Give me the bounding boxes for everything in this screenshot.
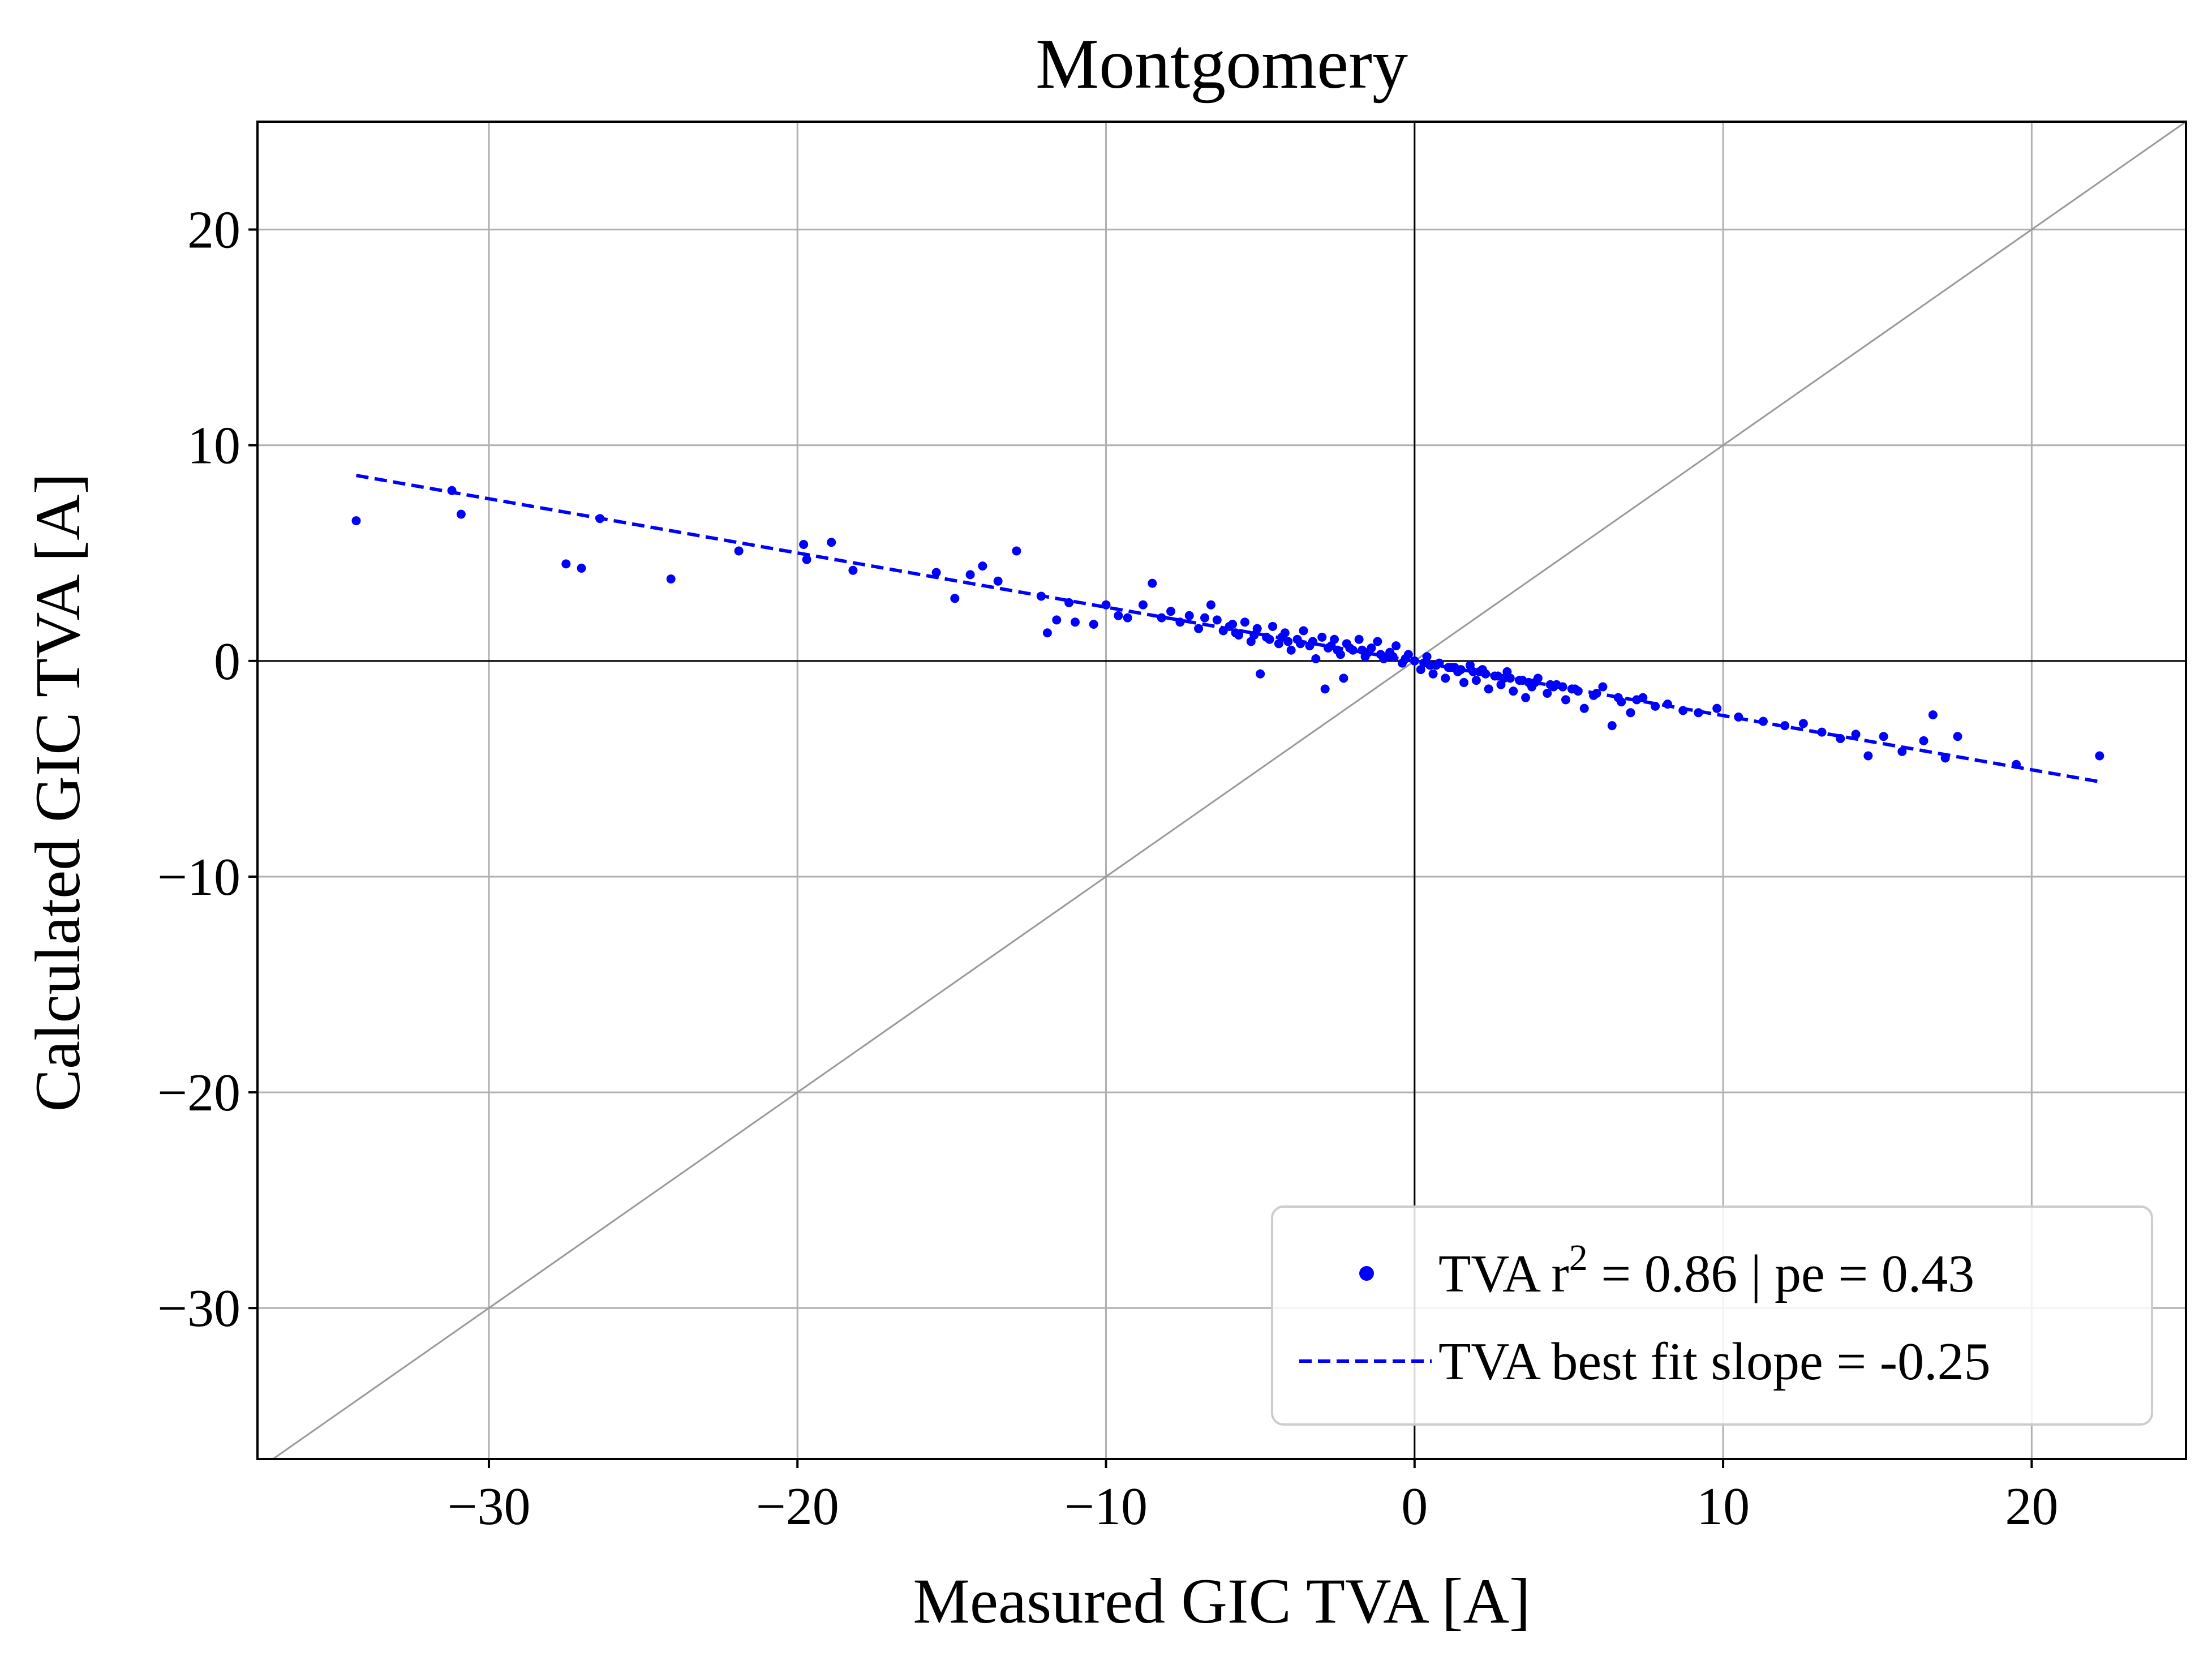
data-point — [666, 574, 676, 583]
data-point — [1256, 669, 1265, 679]
data-point — [1484, 684, 1493, 694]
data-point — [993, 576, 1003, 586]
plot-frame — [256, 121, 2187, 1460]
data-point — [1311, 654, 1321, 664]
data-point — [1919, 736, 1928, 745]
x-tick-label: −20 — [756, 1477, 839, 1536]
data-point — [1089, 620, 1098, 629]
data-point — [1206, 600, 1215, 610]
data-point — [1249, 630, 1259, 640]
y-tick-label: −10 — [157, 848, 240, 907]
data-point — [1184, 611, 1194, 620]
best-fit-line — [355, 474, 2100, 784]
x-tick-label: −30 — [447, 1477, 530, 1536]
data-point — [1123, 613, 1132, 623]
data-point — [799, 540, 809, 550]
data-point — [1953, 732, 1962, 741]
data-point — [1863, 751, 1873, 761]
legend-scatter-label: TVA r2 = 0.86 | pe = 0.43 — [1438, 1237, 1974, 1303]
y-tick-label: 0 — [214, 632, 240, 691]
y-tick-label: −30 — [157, 1279, 240, 1338]
y-axis-label: Calculated GIC TVA [A] — [23, 473, 93, 1112]
data-point — [802, 555, 811, 564]
data-point — [1579, 703, 1589, 713]
data-point — [1391, 641, 1401, 651]
data-point — [1166, 607, 1176, 616]
data-point — [1070, 617, 1080, 627]
data-point — [827, 538, 836, 547]
data-point — [1354, 634, 1364, 644]
data-points — [351, 486, 2104, 769]
legend: TVA r2 = 0.86 | pe = 0.43 TVA best fit s… — [1271, 1205, 2153, 1426]
identity-line — [272, 121, 2187, 1460]
data-point — [1428, 669, 1438, 679]
data-point — [1851, 730, 1861, 739]
legend-fit-label: TVA best fit slope = -0.25 — [1438, 1332, 1991, 1391]
y-tick-label: 10 — [187, 417, 240, 475]
legend-scatter-label-sup: 2 — [1569, 1237, 1588, 1278]
x-tick-label: 10 — [1696, 1477, 1750, 1536]
data-point — [1012, 546, 1021, 556]
data-point — [1471, 676, 1481, 685]
data-point — [1148, 578, 1157, 588]
data-point — [1317, 632, 1327, 642]
data-point — [1607, 721, 1617, 731]
data-point — [1212, 615, 1222, 625]
chart-title: Montgomery — [1036, 25, 1408, 104]
legend-scatter-label-rest: = 0.86 | pe = 0.43 — [1588, 1245, 1975, 1303]
data-point — [1543, 688, 1552, 698]
data-point — [1042, 628, 1052, 638]
data-point — [978, 561, 987, 571]
data-point — [1712, 703, 1722, 713]
data-point — [1928, 710, 1938, 720]
data-point — [351, 516, 361, 526]
data-point — [931, 568, 941, 577]
data-point — [1320, 684, 1330, 694]
legend-scatter-marker — [1359, 1266, 1374, 1281]
data-point — [1598, 682, 1608, 692]
data-point — [1114, 611, 1123, 620]
data-point — [1231, 628, 1240, 638]
data-point — [577, 563, 586, 573]
data-point — [734, 546, 744, 556]
data-point — [965, 570, 975, 580]
data-point — [1798, 719, 1808, 728]
data-point — [848, 565, 858, 575]
x-axis-label: Measured GIC TVA [A] — [913, 1566, 1530, 1637]
legend-box — [1271, 1205, 2153, 1426]
data-point — [1780, 721, 1790, 731]
axis-ticks: −30 −20 −10 0 10 20 −30 −20 −10 0 10 20 — [157, 201, 2058, 1536]
data-point — [1175, 617, 1185, 627]
data-point — [1879, 732, 1888, 741]
y-tick-label: 20 — [187, 201, 240, 260]
legend-scatter-label-main: TVA r — [1438, 1245, 1569, 1303]
y-tick-label: −20 — [157, 1063, 240, 1122]
x-tick-label: 20 — [2005, 1477, 2058, 1536]
x-tick-label: −10 — [1064, 1477, 1148, 1536]
data-point — [1286, 645, 1296, 655]
data-point — [1441, 673, 1450, 683]
data-point — [1897, 746, 1907, 756]
data-point — [1339, 673, 1348, 683]
data-point — [950, 594, 960, 603]
data-point — [1138, 600, 1148, 610]
data-point — [1459, 677, 1469, 687]
data-point — [1509, 687, 1518, 696]
data-point — [1626, 708, 1635, 718]
data-point — [456, 509, 466, 519]
data-point — [1194, 624, 1204, 633]
data-point — [2095, 751, 2104, 761]
data-point — [1268, 621, 1277, 631]
data-point — [1521, 693, 1531, 702]
data-point — [1200, 613, 1210, 623]
data-point — [561, 559, 571, 569]
x-tick-label: 0 — [1401, 1477, 1428, 1536]
data-point — [1052, 615, 1062, 625]
data-point — [1561, 695, 1570, 705]
data-point — [1817, 727, 1827, 737]
data-point — [1240, 617, 1249, 627]
data-point — [1373, 637, 1382, 646]
data-point — [1299, 626, 1308, 636]
